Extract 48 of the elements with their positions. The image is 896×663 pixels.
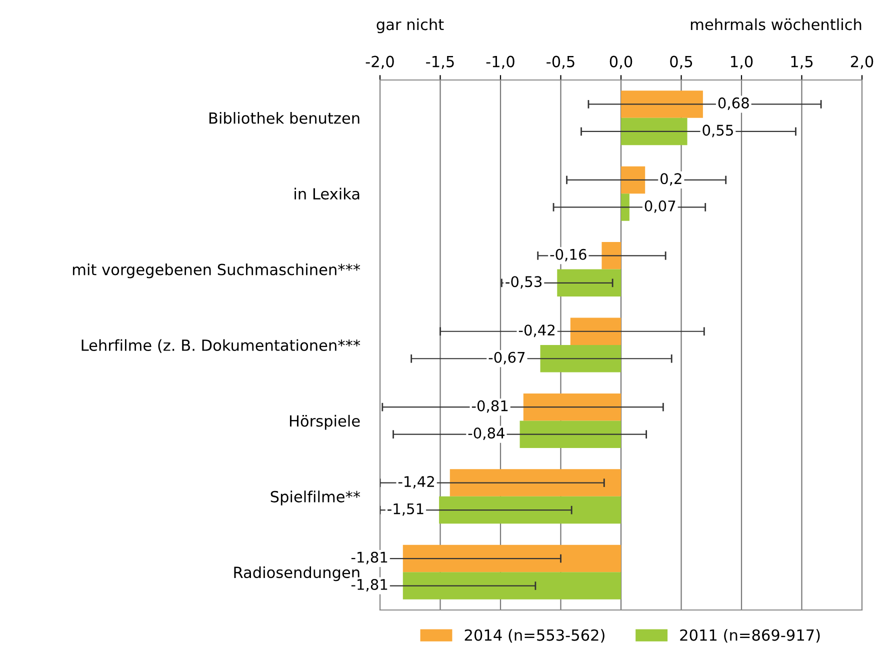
y-tick-label: Bibliothek benutzen [209, 112, 360, 124]
bar [621, 90, 703, 118]
bar [439, 496, 621, 524]
text: gar nicht [376, 18, 444, 34]
x-tick-label: -1,0 [486, 56, 514, 69]
data-label: 0,55 [702, 124, 733, 138]
x-tick-label: 0,0 [610, 56, 632, 69]
bar [523, 393, 621, 421]
y-tick-label: mit vorgegebenen Suchmaschinen*** [72, 263, 360, 278]
text: mehrmals wöchentlich [690, 18, 862, 30]
data-label: -0,67 [488, 352, 525, 364]
bar [621, 118, 688, 146]
data-label: -1,81 [351, 552, 388, 564]
x-tick-label: 1,5 [791, 56, 813, 69]
legend-label: 2014 (n=553-562) [464, 629, 604, 643]
data-label: -0,84 [468, 428, 505, 440]
x-tick-label: -2,0 [366, 56, 394, 69]
x-tick-label: 0,5 [670, 56, 692, 69]
bar [602, 242, 621, 270]
data-label: 0,07 [644, 200, 676, 213]
data-label: -0,53 [506, 276, 542, 289]
y-tick-label: Radiosendungen [234, 566, 360, 582]
bar [402, 544, 621, 572]
x-tick-label: -1,5 [426, 56, 454, 69]
y-tick-label: in Lexika [294, 188, 360, 200]
bar [520, 420, 621, 448]
y-tick-label: Hörspiele [290, 414, 360, 430]
bar [570, 318, 621, 345]
y-tick-label: Lehrfilme (z. B. Dokumentationen*** [82, 339, 360, 353]
legend-label: 2011 (n=869-917) [680, 629, 820, 643]
bar [557, 269, 621, 297]
x-tick-label: 1,0 [731, 56, 753, 69]
x-tick-label: -0,5 [546, 56, 574, 69]
data-label: -1,51 [388, 503, 424, 516]
bar [402, 572, 621, 600]
data-label: 0,2 [660, 173, 682, 186]
bar [621, 166, 646, 194]
data-label: -0,81 [472, 400, 508, 413]
data-label: -0,42 [518, 324, 554, 338]
y-tick-label: Spielfilme** [270, 490, 360, 506]
data-label: -1,81 [351, 578, 388, 592]
data-label: -1,42 [398, 476, 434, 489]
bar [540, 345, 621, 372]
data-label: -0,16 [550, 248, 586, 262]
bar [621, 194, 630, 221]
data-label: 0,68 [718, 97, 749, 110]
x-tick-label: 2,0 [850, 56, 874, 69]
bar [450, 469, 621, 496]
